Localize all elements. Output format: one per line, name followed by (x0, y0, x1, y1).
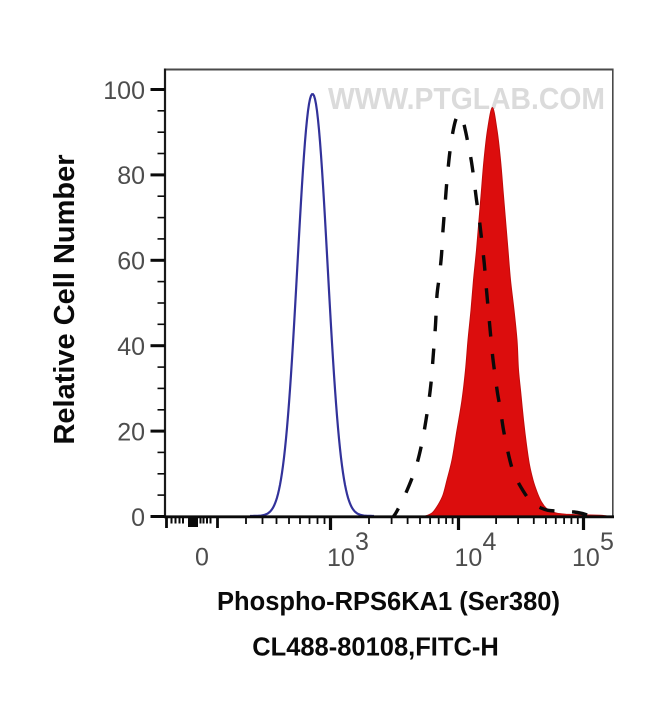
svg-text:WWW.PTGLAB.COM: WWW.PTGLAB.COM (328, 81, 605, 116)
svg-text:10: 10 (455, 544, 483, 572)
svg-text:Relative Cell Number: Relative Cell Number (49, 154, 81, 444)
svg-text:Phospho-RPS6KA1 (Ser380): Phospho-RPS6KA1 (Ser380) (217, 588, 560, 616)
svg-text:10: 10 (327, 544, 355, 572)
svg-text:4: 4 (483, 528, 497, 556)
svg-text:CL488-80108,FITC-H: CL488-80108,FITC-H (252, 634, 499, 662)
svg-text:0: 0 (131, 504, 145, 532)
svg-text:100: 100 (103, 77, 145, 105)
svg-text:5: 5 (600, 528, 614, 556)
svg-text:10: 10 (572, 544, 600, 572)
svg-text:60: 60 (117, 248, 145, 276)
svg-text:80: 80 (117, 162, 145, 190)
svg-text:3: 3 (355, 528, 369, 556)
svg-text:20: 20 (117, 418, 145, 446)
svg-text:0: 0 (195, 544, 209, 572)
svg-text:40: 40 (117, 333, 145, 361)
